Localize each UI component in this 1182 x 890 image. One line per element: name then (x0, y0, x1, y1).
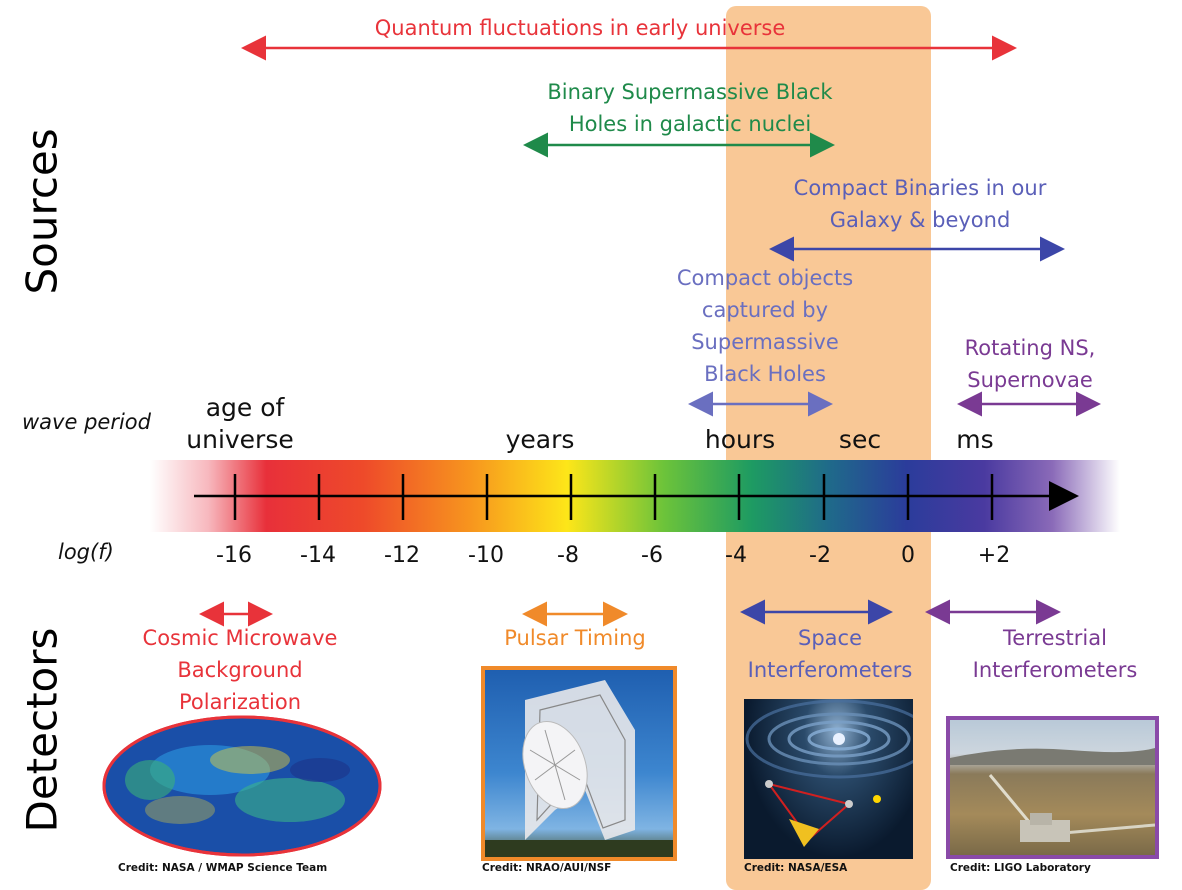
period-age-line2: universe (186, 425, 294, 454)
period-age-line1: age of (205, 393, 285, 422)
compact-binaries-label-line2: Galaxy & beyond (829, 208, 1011, 232)
pulsar-label: Pulsar Timing (504, 626, 646, 650)
emri-label-line2: captured by (701, 298, 829, 322)
compact-binaries-label-line1: Compact Binaries in our (793, 176, 1047, 200)
wave-period-label: wave period (22, 410, 151, 434)
tick-label: -12 (384, 543, 420, 568)
emri-label-line1: Compact objects (676, 266, 854, 290)
axis-ticks (233, 474, 994, 520)
quantum-label: Quantum fluctuations in early universe (374, 16, 786, 40)
space-label-line2: Interferometers (747, 658, 913, 682)
rotating-ns-label-line2: Supernovae (967, 368, 1093, 392)
tick-label: -8 (557, 543, 579, 568)
period-hours: hours (704, 425, 776, 454)
tick-label: -16 (216, 543, 252, 568)
period-years: years (505, 425, 575, 454)
logf-label: log(f) (58, 540, 114, 564)
smbh-label-line1: Binary Supermassive Black (547, 80, 833, 104)
cmb-label-line1: Cosmic Microwave (142, 626, 338, 650)
credit-wmap: Credit: NASA / WMAP Science Team (118, 862, 328, 874)
terrestrial-label-line1: Terrestrial (1003, 626, 1107, 650)
cmb-label-line2: Background (177, 658, 303, 682)
smbh-label-line2: Holes in galactic nuclei (568, 112, 812, 136)
tick-label: -2 (809, 543, 831, 568)
tick-label: 0 (901, 543, 915, 568)
emri-label-line3: Supermassive (691, 330, 839, 354)
space-interferometer-image (744, 699, 913, 859)
rotating-ns-label-line1: Rotating NS, (964, 336, 1096, 360)
terrestrial-label-line2: Interferometers (972, 658, 1138, 682)
credit-ligo: Credit: LIGO Laboratory (950, 862, 1091, 874)
emri-label-line4: Black Holes (704, 362, 826, 386)
ligo-facility-image (946, 716, 1159, 859)
radio-telescope-image (481, 666, 677, 861)
tick-label: -14 (300, 543, 336, 568)
tick-label: -4 (725, 543, 747, 568)
cmb-label-line3: Polarization (178, 690, 302, 714)
period-ms: ms (956, 425, 994, 454)
credit-nasa-esa: Credit: NASA/ESA (744, 862, 848, 874)
tick-label: -6 (641, 543, 663, 568)
space-label-line1: Space (798, 626, 862, 650)
cmb-map-image (102, 715, 382, 857)
tick-label: -10 (468, 543, 504, 568)
period-sec: sec (838, 425, 882, 454)
tick-label: +2 (977, 543, 1011, 568)
credit-nrao: Credit: NRAO/AUI/NSF (482, 862, 612, 874)
